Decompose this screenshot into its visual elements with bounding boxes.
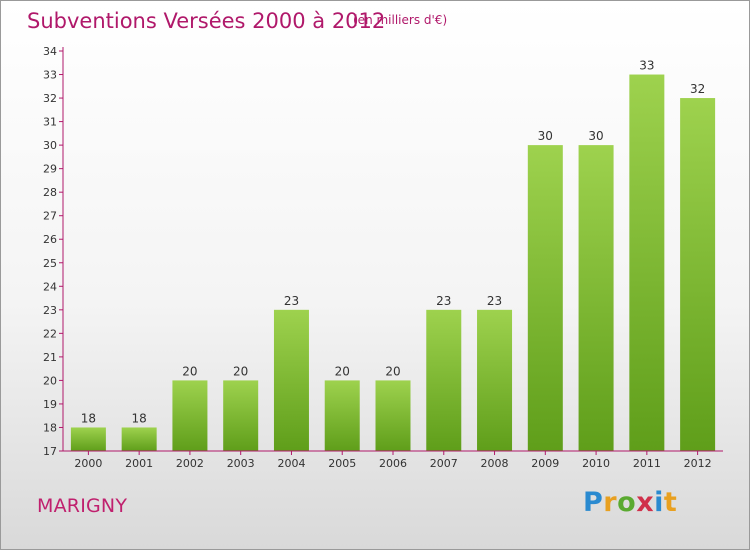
value-label-2011: 33 [639,59,654,73]
y-tick-label: 20 [43,374,57,387]
x-tick-label-2001: 2001 [125,457,153,470]
bar-2007 [426,309,462,451]
value-label-2008: 23 [487,294,502,308]
value-label-2009: 30 [538,129,553,143]
bar-2006 [375,380,411,451]
bar-2009 [527,145,563,451]
value-label-2007: 23 [436,294,451,308]
y-tick-label: 19 [43,398,57,411]
value-label-2003: 20 [233,364,248,378]
bar-2004 [273,309,309,451]
bar-2002 [172,380,208,451]
value-label-2000: 18 [81,411,96,425]
x-tick-label-2005: 2005 [328,457,356,470]
y-tick-label: 34 [43,45,57,58]
y-tick-label: 21 [43,351,57,364]
y-tick-label: 32 [43,92,57,105]
x-tick-label-2003: 2003 [227,457,255,470]
proxiti-logo: Proxit [583,487,678,518]
bar-2005 [324,380,360,451]
value-label-2005: 20 [335,364,350,378]
value-label-2001: 18 [132,411,147,425]
y-tick-label: 23 [43,304,57,317]
x-tick-label-2010: 2010 [582,457,610,470]
x-tick-label-2009: 2009 [531,457,559,470]
value-label-2010: 30 [588,129,603,143]
bar-2000 [70,427,106,451]
y-tick-label: 25 [43,257,57,270]
x-tick-label-2002: 2002 [176,457,204,470]
y-tick-label: 22 [43,327,57,340]
bar-2003 [223,380,259,451]
y-tick-label: 33 [43,69,57,82]
y-tick-label: 26 [43,233,57,246]
bar-2010 [578,145,614,451]
bar-2011 [629,74,665,451]
value-label-2004: 23 [284,294,299,308]
x-tick-label-2000: 2000 [74,457,102,470]
x-tick-label-2004: 2004 [277,457,305,470]
x-tick-label-2007: 2007 [430,457,458,470]
y-tick-label: 31 [43,116,57,129]
x-tick-label-2006: 2006 [379,457,407,470]
x-tick-label-2011: 2011 [633,457,661,470]
bar-2012 [680,98,716,451]
y-tick-label: 17 [43,445,57,458]
value-label-2002: 20 [182,364,197,378]
chart-unit: (en milliers d'€) [353,13,448,27]
chart-title: Subventions Versées 2000 à 2012 [27,9,386,33]
value-label-2012: 32 [690,82,705,96]
y-tick-label: 29 [43,163,57,176]
y-tick-label: 27 [43,210,57,223]
x-tick-label-2012: 2012 [684,457,712,470]
commune-name: MARIGNY [37,495,128,517]
bar-2008 [477,309,513,451]
y-tick-label: 24 [43,280,57,293]
y-tick-label: 28 [43,186,57,199]
value-label-2006: 20 [385,364,400,378]
y-tick-label: 30 [43,139,57,152]
x-tick-label-2008: 2008 [481,457,509,470]
bar-2001 [121,427,157,451]
y-tick-label: 18 [43,421,57,434]
